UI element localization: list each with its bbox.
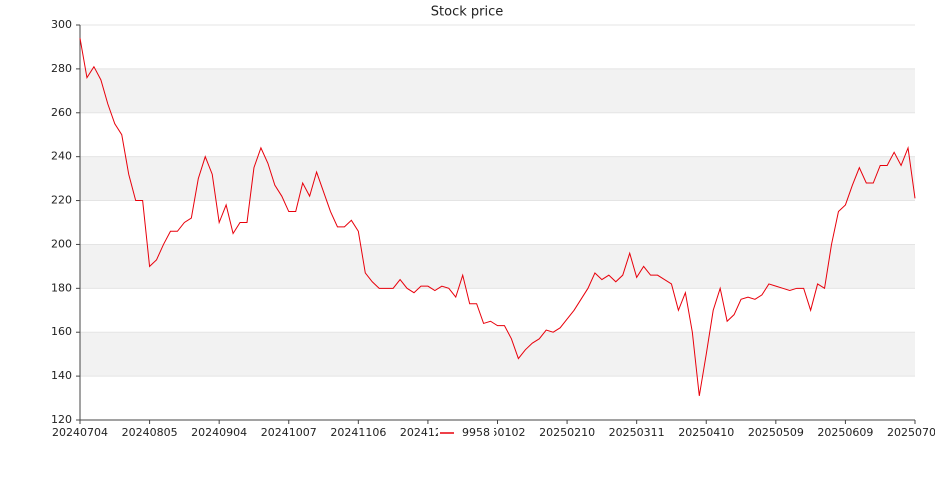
y-tick-label: 160 bbox=[51, 325, 72, 338]
y-tick-label: 180 bbox=[51, 281, 72, 294]
y-tick-label: 200 bbox=[51, 237, 72, 250]
x-tick-label: 20240805 bbox=[122, 426, 178, 439]
x-tick-label: 20241106 bbox=[330, 426, 386, 439]
grid-band bbox=[80, 156, 915, 201]
x-tick-label: 20250704 bbox=[887, 426, 935, 439]
price-line bbox=[79, 38, 916, 396]
y-tick-label: 120 bbox=[51, 413, 72, 426]
grid-band bbox=[80, 68, 915, 113]
chart-title: Stock price bbox=[431, 5, 503, 20]
y-tick-label: 220 bbox=[51, 194, 72, 207]
y-tick-label: 260 bbox=[51, 106, 72, 119]
x-tick-label: 20240904 bbox=[191, 426, 247, 439]
x-tick-label: 20250410 bbox=[678, 426, 734, 439]
x-tick-label: 20241007 bbox=[261, 426, 317, 439]
y-tick-label: 280 bbox=[51, 62, 72, 75]
legend-box bbox=[438, 424, 494, 442]
x-tick-label: 20250210 bbox=[539, 426, 595, 439]
x-tick-label: 20250509 bbox=[748, 426, 804, 439]
x-tick-label: 20250311 bbox=[609, 426, 665, 439]
y-tick-label: 240 bbox=[51, 150, 72, 163]
x-tick-label: 20250609 bbox=[817, 426, 873, 439]
y-tick-label: 300 bbox=[51, 18, 72, 31]
x-tick-label: 20240704 bbox=[52, 426, 108, 439]
grid-band bbox=[80, 332, 915, 377]
y-tick-label: 140 bbox=[51, 369, 72, 382]
grid-band bbox=[80, 244, 915, 289]
legend-label: 9958 bbox=[462, 426, 490, 439]
